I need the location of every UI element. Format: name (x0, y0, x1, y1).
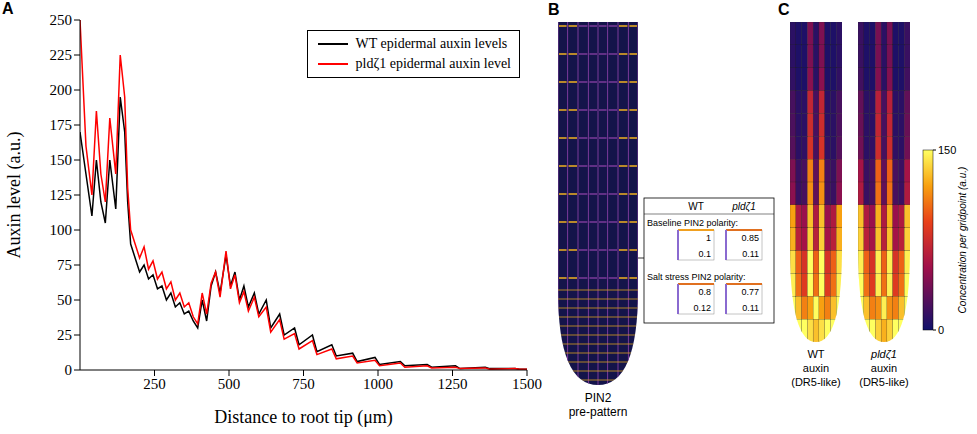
svg-text:B: B (548, 1, 560, 18)
svg-text:WT: WT (688, 201, 704, 212)
svg-text:225: 225 (50, 47, 73, 63)
svg-text:0.1: 0.1 (698, 249, 711, 259)
svg-text:0: 0 (65, 362, 73, 378)
svg-text:750: 750 (292, 376, 315, 392)
svg-text:125: 125 (50, 187, 73, 203)
svg-text:0.11: 0.11 (742, 249, 759, 259)
svg-text:150: 150 (938, 144, 956, 156)
svg-text:0: 0 (938, 324, 944, 336)
svg-text:100: 100 (50, 222, 73, 238)
svg-text:250: 250 (143, 376, 166, 392)
svg-text:25: 25 (57, 327, 72, 343)
svg-text:(DR5-like): (DR5-like) (791, 376, 841, 388)
svg-text:150: 150 (50, 152, 73, 168)
svg-text:1: 1 (706, 233, 711, 243)
svg-text:175: 175 (50, 117, 73, 133)
html-text:A: A (2, 0, 14, 17)
svg-text:0.12: 0.12 (693, 303, 711, 313)
svg-text:0.8: 0.8 (698, 287, 711, 297)
svg-text:pre-pattern: pre-pattern (569, 405, 628, 419)
svg-text:0.85: 0.85 (741, 233, 759, 243)
svg-text:Concentration per gridpoint (a: Concentration per gridpoint (a.u.) (957, 167, 968, 314)
svg-text:PIN2: PIN2 (585, 391, 612, 405)
svg-text:pldζ1: pldζ1 (731, 201, 756, 213)
svg-text:C: C (778, 1, 790, 18)
svg-text:1000: 1000 (363, 376, 393, 392)
svg-text:0.11: 0.11 (742, 303, 759, 313)
svg-text:Auxin level (a.u.): Auxin level (a.u.) (4, 132, 25, 259)
svg-text:50: 50 (57, 292, 72, 308)
svg-text:Baseline PIN2 polarity:: Baseline PIN2 polarity: (647, 218, 738, 228)
svg-text:Salt stress PIN2 polarity:: Salt stress PIN2 polarity: (647, 272, 746, 282)
svg-text:auxin: auxin (803, 362, 829, 374)
svg-text:auxin: auxin (871, 362, 897, 374)
svg-text:1500: 1500 (512, 376, 542, 392)
svg-text:250: 250 (50, 12, 73, 28)
svg-text:pldζ1: pldζ1 (870, 348, 897, 361)
svg-text:500: 500 (218, 376, 241, 392)
svg-text:WT: WT (807, 348, 824, 360)
svg-text:200: 200 (50, 82, 73, 98)
html-text:pldζ1 epidermal auxin level: pldζ1 epidermal auxin level (355, 56, 511, 71)
svg-text:75: 75 (57, 257, 72, 273)
svg-text:(DR5-like): (DR5-like) (859, 376, 909, 388)
html-text:WT epidermal auxin levels: WT epidermal auxin levels (355, 36, 508, 51)
svg-text:Distance to root tip (μm): Distance to root tip (μm) (214, 407, 393, 428)
svg-text:0.77: 0.77 (741, 287, 759, 297)
svg-text:1250: 1250 (438, 376, 468, 392)
